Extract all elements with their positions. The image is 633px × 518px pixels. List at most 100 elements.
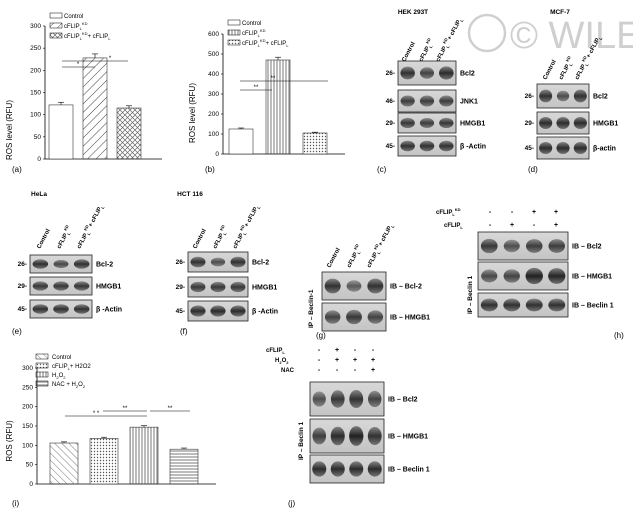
y-tick-label: 0 (29, 481, 33, 488)
band (439, 117, 454, 129)
band (346, 309, 362, 325)
panel-b-significance: ** ** (240, 76, 328, 91)
bar-1 (49, 442, 79, 485)
svg-text:*: * (109, 56, 112, 62)
band (573, 141, 587, 155)
y-tick-label: 150 (22, 423, 33, 430)
blot-strip: IB – Beclin 1 (477, 292, 614, 318)
blot-label: IB – HMGB1 (390, 315, 430, 322)
svg-text:(h): (h) (614, 331, 624, 340)
y-tick-label: 200 (30, 67, 41, 74)
band (32, 304, 49, 314)
svg-text:cFLIPLKD+ cFLIPL: cFLIPLKD+ cFLIPL (364, 221, 396, 269)
band (210, 281, 226, 293)
y-tick-label: 600 (208, 31, 219, 38)
band (312, 461, 327, 477)
band (53, 304, 69, 314)
svg-text:Control: Control (192, 228, 207, 250)
svg-text:(j): (j) (288, 499, 295, 508)
band (32, 259, 49, 269)
mw-marker: 45- (525, 145, 534, 152)
band (503, 298, 521, 312)
blot-label: Bcl2 (593, 94, 608, 101)
blot-strip: 29- HMGB1 (386, 112, 485, 134)
treatment-sign: - (318, 367, 321, 374)
band (73, 304, 90, 314)
blot-strip: 45- β -Actin (386, 135, 486, 157)
blot-label: HMGB1 (460, 121, 485, 128)
treatment-sign: - (489, 209, 492, 216)
band (324, 278, 341, 294)
y-tick-label: 200 (22, 404, 33, 411)
y-tick-label: 300 (208, 91, 219, 98)
band (367, 310, 384, 324)
y-tick-label: 500 (208, 51, 219, 58)
blot-label: Bcl-2 (96, 262, 113, 269)
svg-text:cFLIPLKD: cFLIPLKD (344, 243, 364, 269)
treatment-sign: + (353, 357, 357, 364)
svg-text:cFLIPLKD: cFLIPLKD (436, 207, 461, 217)
y-tick-label: 400 (208, 71, 219, 78)
svg-text:cFLIPLKD: cFLIPLKD (64, 21, 88, 31)
svg-text:IP – Beclin-1: IP – Beclin-1 (308, 289, 315, 328)
svg-text:cFLIPLKD+ cFLIPL: cFLIPLKD+ cFLIPL (230, 202, 262, 250)
blot-strip: 26- Bcl-2 (176, 251, 269, 273)
band (346, 280, 362, 292)
wiley-watermark: © WILEY (467, 13, 633, 57)
band (480, 238, 498, 254)
band (349, 389, 364, 409)
svg-text:*: * (77, 62, 80, 68)
svg-text:(d): (d) (528, 165, 538, 174)
band (556, 116, 570, 130)
panel-c-cell-line: HEK 293T (398, 9, 428, 16)
svg-text:Control: Control (242, 21, 261, 27)
blot-label: IB – HMGB1 (572, 274, 612, 281)
band (73, 259, 90, 269)
svg-text:cFLIPLKD: cFLIPLKD (416, 37, 436, 63)
bar-2 (82, 57, 108, 160)
band (539, 116, 553, 130)
blot-strip: IB – HMGB1 (321, 302, 430, 332)
svg-text:**: ** (271, 76, 276, 82)
svg-text:Control: Control (401, 41, 416, 63)
band (481, 269, 498, 283)
panel-b-chart: ROS level (RFU) 0 100 200 300 400 500 600 Cont… (188, 19, 345, 174)
band (548, 239, 565, 253)
y-tick-label: 250 (30, 45, 41, 52)
mw-marker: 29- (18, 283, 27, 290)
band (53, 259, 69, 269)
band (190, 256, 206, 268)
band (503, 239, 520, 253)
mw-marker: 46- (386, 98, 395, 105)
svg-text:cFLIPL: cFLIPL (266, 348, 285, 355)
svg-text:(c): (c) (377, 165, 387, 174)
blot-strip: 29- HMGB1 (525, 111, 618, 135)
blot-label: Bcl-2 (252, 260, 269, 267)
svg-text:ROS (RFU): ROS (RFU) (5, 420, 14, 462)
panel-a-chart: ROS level (RFU) 0 50 100 150 200 250 300 Contr… (5, 12, 162, 174)
blot-strip: 29- HMGB1 (18, 276, 121, 296)
mw-marker: 45- (18, 306, 27, 313)
panel-a-significance: * * (62, 56, 128, 68)
treatment-sign: + (510, 222, 514, 229)
svg-text:cFLIPLKD+ cFLIPL: cFLIPLKD+ cFLIPL (74, 202, 106, 250)
treatment-sign: + (554, 222, 558, 229)
panel-i-chart: ROS (RFU) 0 50 100 150 200 250 300 Control cFL… (5, 353, 216, 508)
svg-text:MCF-7: MCF-7 (550, 9, 570, 16)
band (330, 390, 345, 408)
panel-a-ylabel: ROS level (RFU) (5, 100, 14, 160)
treatment-sign: + (554, 209, 558, 216)
band (367, 461, 382, 477)
band (230, 305, 246, 317)
svg-text:Control: Control (326, 247, 341, 269)
svg-text:**: ** (168, 406, 173, 412)
bar-2 (265, 59, 291, 155)
panel-j-blot: cFLIPL H2O2 NAC - + - - - + + + - - - + IP – Beclin… (266, 347, 430, 508)
treatment-sign: - (354, 367, 357, 374)
svg-text:cFLIPLKD: cFLIPLKD (210, 224, 230, 250)
mw-marker: 26- (176, 259, 185, 266)
panel-f-blot: HCT 116 Control cFLIPLKD cFLIPLKD+ cFLIP… (176, 191, 278, 336)
band (349, 426, 364, 446)
blot-label: IB – Bcl-2 (390, 284, 422, 291)
